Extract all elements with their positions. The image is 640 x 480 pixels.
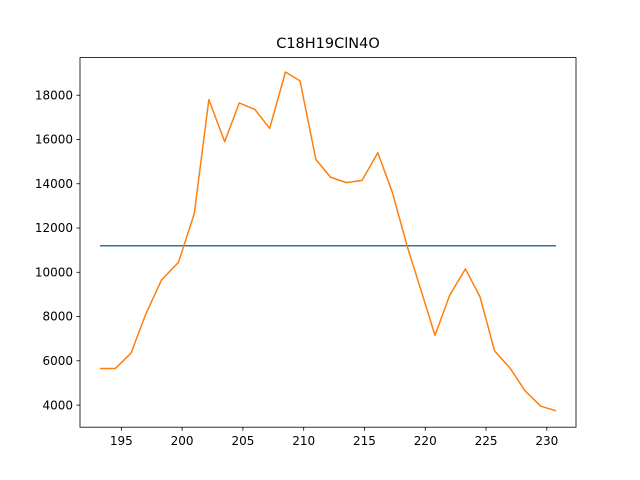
- x-tick-label: 210: [292, 434, 315, 448]
- x-tick-label: 220: [414, 434, 437, 448]
- y-tick-label: 14000: [35, 177, 73, 191]
- x-tick-label: 230: [535, 434, 558, 448]
- plot-frame: [79, 57, 577, 428]
- y-tick-label: 8000: [42, 310, 73, 324]
- series-layer: [99, 71, 557, 412]
- y-axis: 4000 6000 8000 10000 12000 14000 16000 18000: [35, 88, 80, 412]
- y-tick-label: 12000: [35, 221, 73, 235]
- y-tick-label: 18000: [35, 88, 73, 102]
- y-tick-label: 16000: [35, 133, 73, 147]
- y-tick-label: 6000: [42, 354, 73, 368]
- x-tick-label: 200: [171, 434, 194, 448]
- x-tick-label: 195: [110, 434, 133, 448]
- x-tick-label: 225: [475, 434, 498, 448]
- y-tick-label: 10000: [35, 265, 73, 279]
- chart-title: C18H19ClN4O: [276, 36, 380, 52]
- x-axis: 195 200 205 210 215 220 225 230: [110, 427, 558, 448]
- series-line-2: [99, 71, 557, 412]
- y-tick-label: 4000: [42, 398, 73, 412]
- x-tick-label: 215: [353, 434, 376, 448]
- x-tick-label: 205: [231, 434, 254, 448]
